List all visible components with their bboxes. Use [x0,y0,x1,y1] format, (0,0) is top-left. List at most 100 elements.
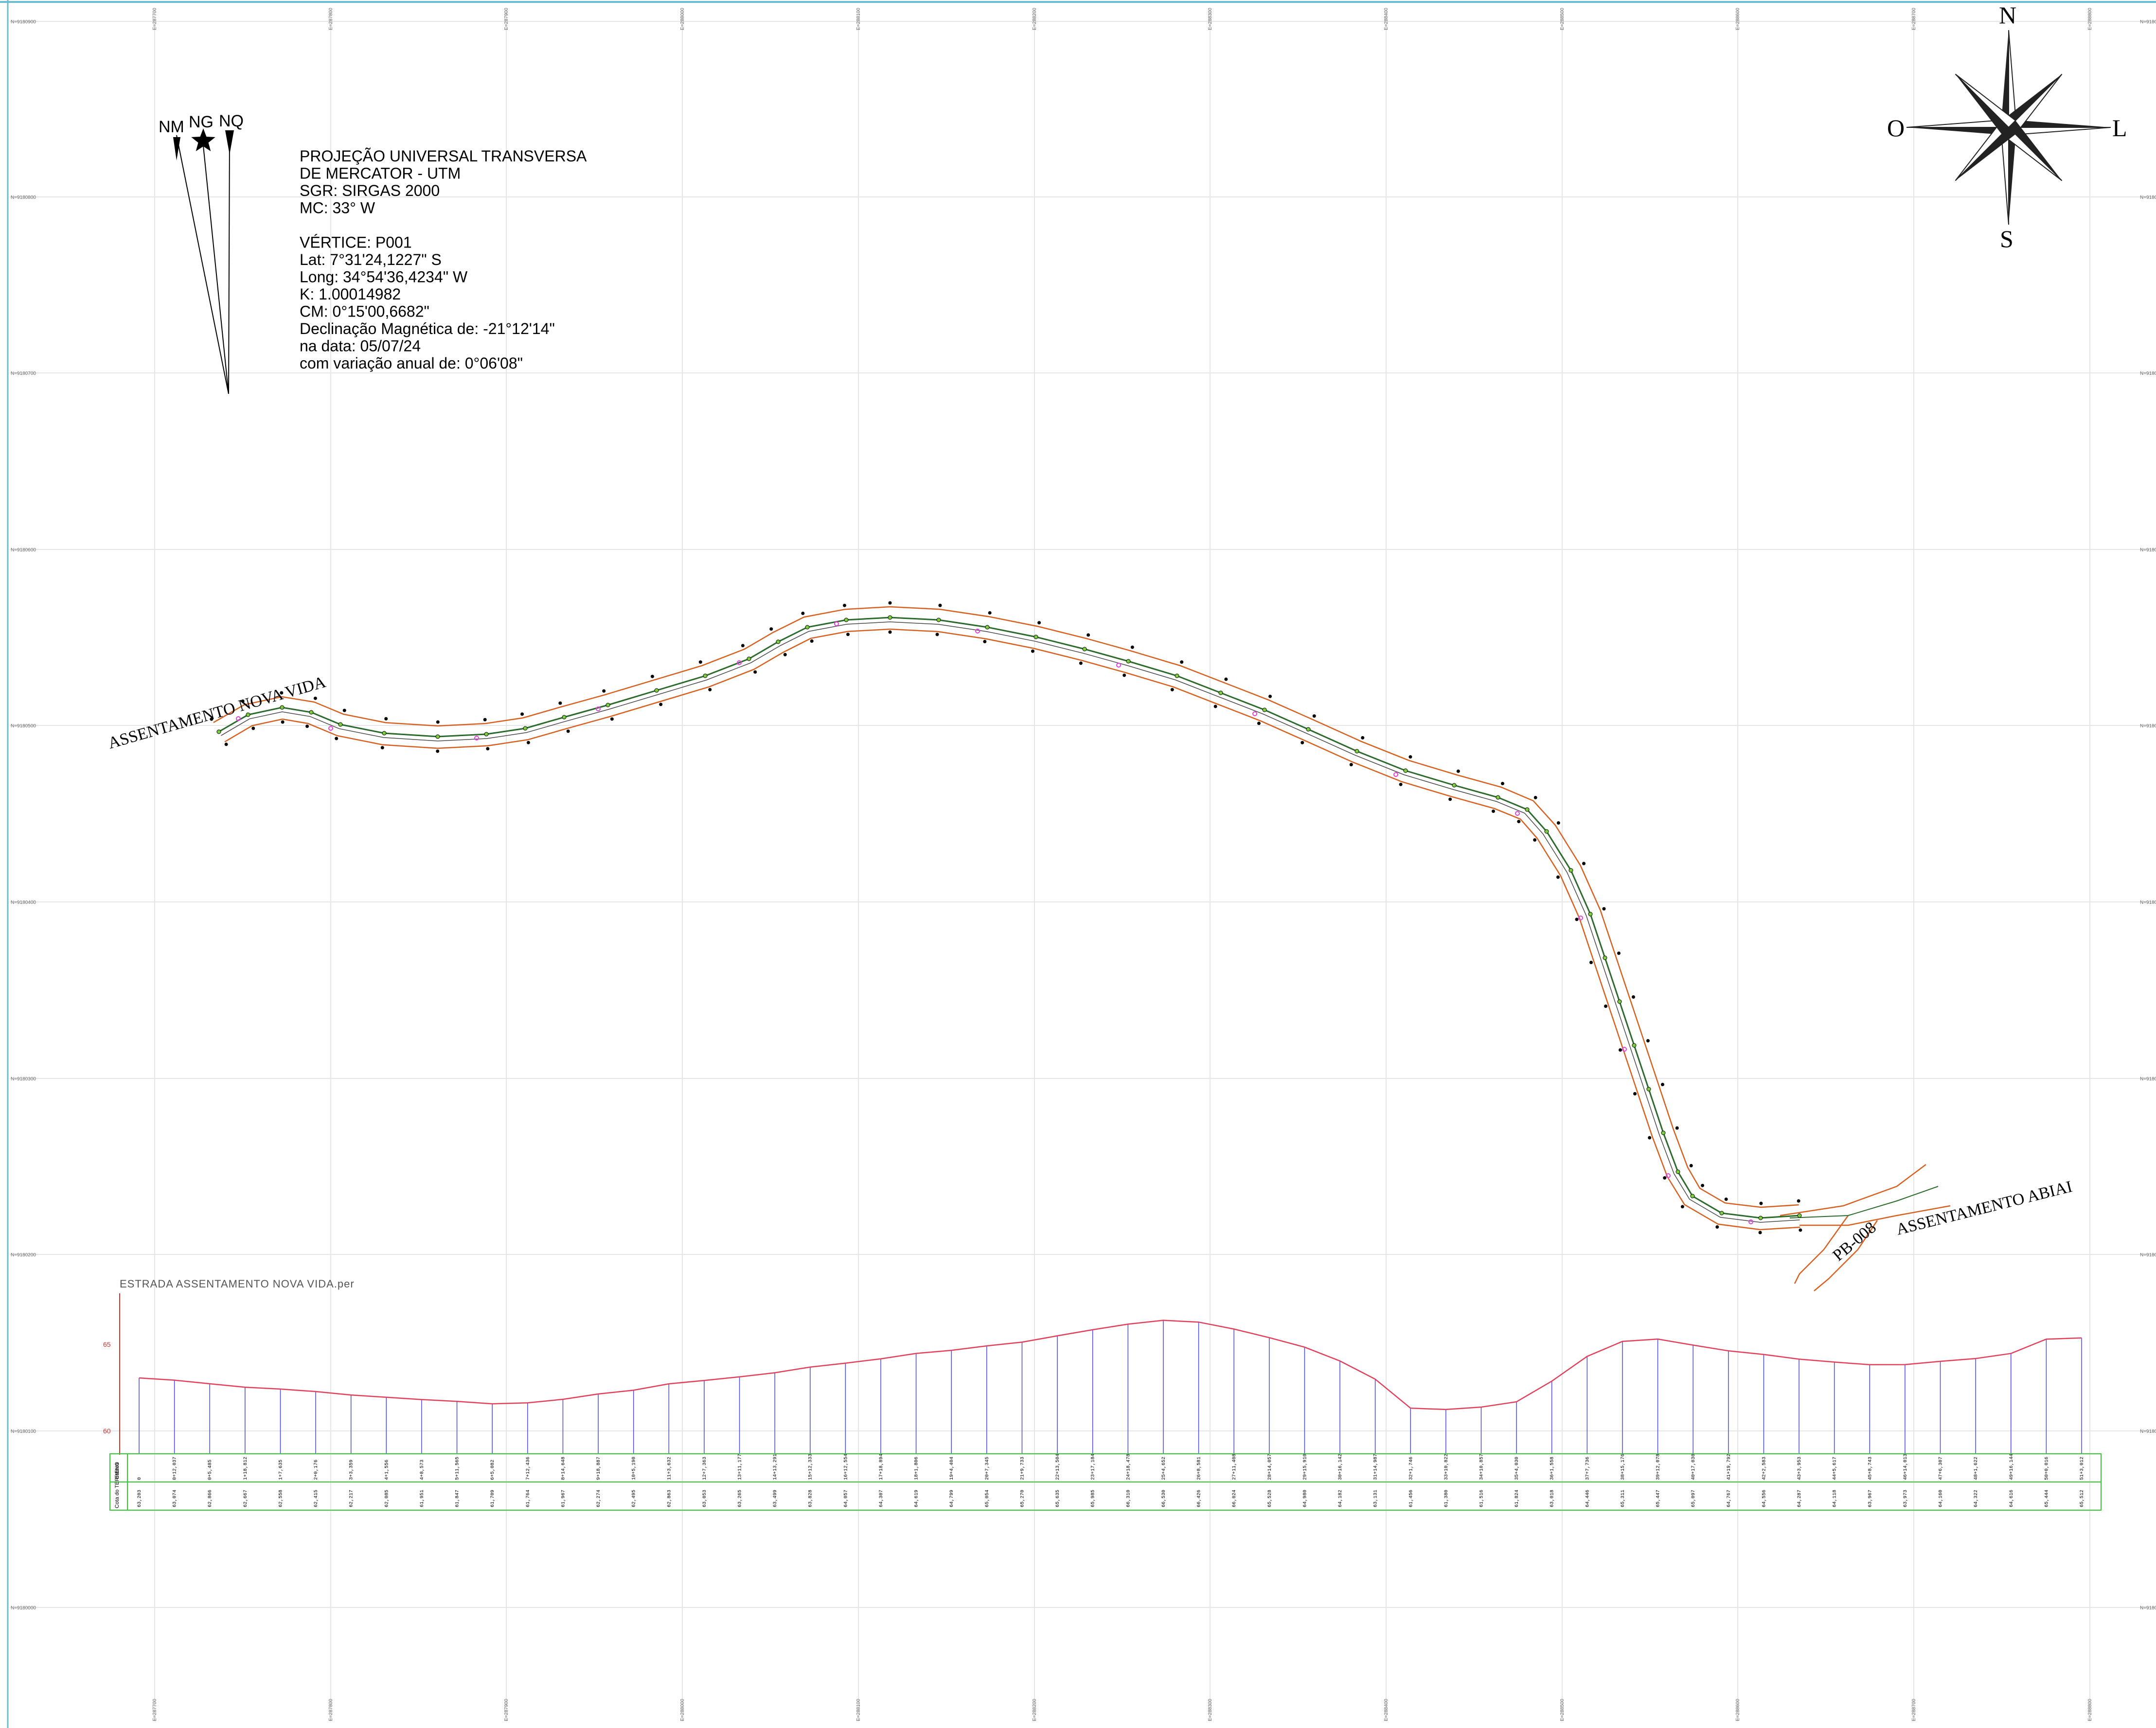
station-label: 10+5,190 [632,1457,637,1480]
edge-point [1646,1039,1650,1043]
road-edge-left [213,606,1799,1208]
edge-point [801,611,805,615]
station-point [805,625,810,630]
edge-point [1213,705,1217,708]
edge-point [313,696,317,700]
station-label: 48+1,622 [1974,1457,1979,1480]
edge-point [1799,1228,1802,1232]
elevation-label: 64,799 [949,1490,955,1507]
station-label: 37+7,736 [1585,1457,1590,1480]
longitudinal-profile: ESTRADA ASSENTAMENTO NOVA VIDA.per 65 60… [103,1278,2102,1511]
edge-point [988,611,992,615]
station-point [747,656,751,661]
curve-point [834,621,839,626]
edge-point [1268,694,1272,698]
station-point [606,703,610,707]
edge-point [1123,673,1126,677]
utm-grid [10,10,2156,1721]
curve-point [1578,916,1583,920]
station-label: 27+11,408 [1232,1454,1237,1480]
grid-y-label-left: N=9180300 [11,1076,36,1082]
projection-line: com variação anual de: 0°06'08" [300,354,523,372]
station-label: 19+4,404 [949,1457,955,1480]
station-label: 29+15,910 [1302,1454,1308,1480]
station-point [309,710,314,715]
ng-label: NG [189,113,214,131]
station-point [1544,829,1549,834]
curve-point [1393,772,1398,777]
edge-point [1087,633,1090,637]
station-label: 8+14,648 [561,1457,566,1480]
station-point [1126,659,1131,664]
projection-line: na data: 05/07/24 [300,337,421,355]
edge-point [1533,838,1537,842]
edge-point [436,749,440,753]
station-label: 41+19,792 [1727,1454,1732,1480]
grid-y-label-left: N=9180700 [11,371,36,376]
edge-point [1715,1225,1719,1229]
projection-line: Lat: 7°31'24,1227" S [300,251,442,268]
grid-x-label-bottom: E=288300 [1208,1699,1213,1721]
edge-point [281,720,285,724]
edge-point [846,633,850,636]
grid-y-label-left: N=9180400 [11,900,36,905]
edge-point [1500,782,1504,786]
station-label: 32+1,746 [1408,1457,1414,1480]
station-point [1354,749,1359,754]
station-point [1617,999,1622,1004]
north-arrows: NM NG NQ [159,112,244,394]
station-label: 51+3,012 [2080,1457,2085,1480]
station-point [1496,795,1500,800]
edge-point [1349,763,1353,767]
station-point [1588,912,1593,917]
station-point [1690,1194,1695,1199]
edge-point [1399,782,1403,786]
edge-point [342,708,346,712]
station-point [1218,690,1223,695]
compass-south: S [2000,225,2013,252]
curve-point [1252,711,1257,716]
grid-y-label-right: N=9180 [2140,547,2156,553]
curve-point [1622,1047,1627,1052]
projection-line: CM: 0°15'00,6682" [300,303,429,320]
edge-point [1582,862,1586,865]
station-label: 47+6,307 [1939,1457,1944,1480]
edge-point [1602,907,1606,911]
station-point [1797,1213,1802,1218]
station-point [435,734,440,739]
edge-point [224,742,228,746]
grid-x-label-top: E=288300 [1208,8,1213,30]
grid-x-label-top: E=288800 [2087,8,2093,30]
curve-point [1116,663,1121,668]
curve-point [1748,1219,1753,1224]
station-label: 28+14,057 [1267,1454,1273,1480]
curve-point [236,716,241,721]
grid-x-label-bottom: E=288600 [1735,1699,1741,1721]
station-label: 16+12,554 [843,1454,849,1480]
station-point [1646,1087,1651,1092]
station-label: 43+3,953 [1797,1457,1802,1480]
edge-point [888,601,892,605]
elevation-label: 64,307 [879,1490,884,1507]
edge-point [1031,649,1034,653]
curve-point [596,706,601,711]
station-point [216,729,221,734]
elevation-label: 61,764 [526,1490,531,1507]
station-point [703,673,708,678]
elevation-label: 65,444 [2044,1490,2049,1507]
station-point [1568,868,1573,873]
edge-point [1517,820,1521,824]
station-point [1403,768,1408,773]
nm-label: NM [159,118,184,136]
edge-point [1660,1083,1664,1087]
edge-point [1533,795,1537,799]
elevation-label: 62,415 [314,1490,319,1507]
projection-line: PROJEÇÃO UNIVERSAL TRANSVERSA [300,147,587,165]
edge-point [708,688,712,691]
grid-y-label-right: N=9180 [2140,371,2156,376]
station-point [382,731,387,736]
elevation-label: 63,973 [1903,1490,1908,1507]
edge-point [1797,1199,1800,1203]
grid-y-label-left: N=9180000 [11,1605,36,1611]
edge-point [659,703,663,706]
